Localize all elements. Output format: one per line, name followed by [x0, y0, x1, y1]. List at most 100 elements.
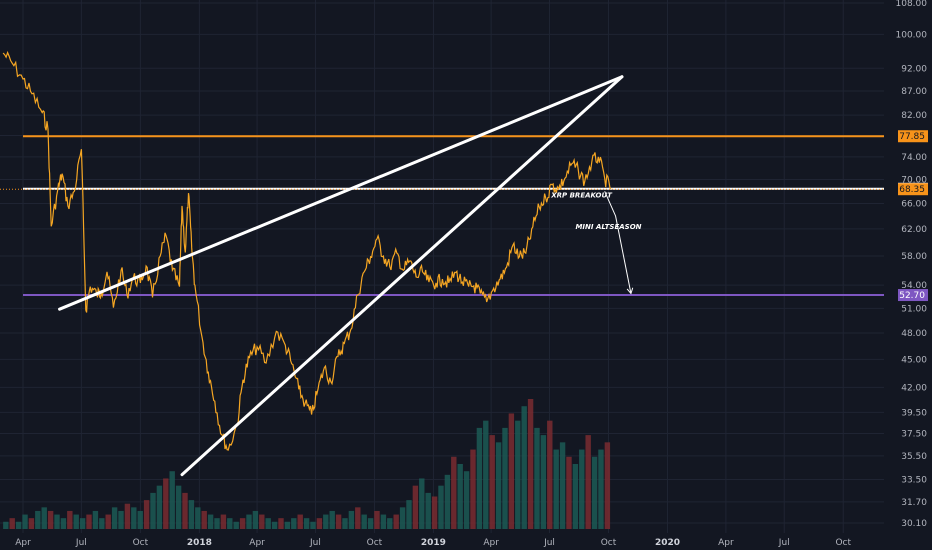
x-tick-label: Oct	[601, 538, 617, 548]
volume-bar	[143, 500, 150, 529]
volume-bar	[150, 492, 156, 529]
y-tick-label: 35.50	[901, 452, 927, 462]
volume-bar	[374, 510, 380, 529]
volume-bar	[41, 507, 47, 529]
x-tick-label: 2020	[655, 538, 680, 548]
trendline	[180, 75, 624, 477]
price-badge-orange-bg	[898, 130, 928, 143]
y-tick-label: 62.00	[901, 225, 927, 235]
y-tick-label: 42.00	[901, 383, 927, 393]
volume-bar	[9, 518, 15, 529]
arrow-head	[626, 287, 634, 295]
volume-bar	[54, 514, 60, 529]
x-tick-label: Apr	[718, 538, 734, 548]
volume-bar	[534, 427, 540, 529]
trendline	[58, 75, 624, 311]
x-tick-label: 2018	[187, 538, 212, 548]
price-badge-purple: 52.70	[899, 291, 925, 301]
volume-bar	[444, 474, 451, 529]
volume-bar	[380, 514, 387, 529]
price-badge-orange: 77.85	[899, 132, 925, 142]
volume-bar	[297, 514, 303, 529]
y-tick-label: 48.00	[901, 329, 927, 339]
volume-bar	[278, 518, 284, 529]
y-tick-label: 30.10	[901, 519, 927, 529]
x-tick-label: Jul	[75, 538, 87, 548]
volume-bar	[591, 456, 598, 529]
volume-bar	[265, 518, 271, 529]
volume-bar	[214, 518, 220, 529]
volume-bar	[252, 510, 259, 529]
volume-bar	[22, 514, 28, 529]
volume-bar	[604, 442, 611, 529]
volume-bar	[406, 500, 412, 529]
volume-bar	[47, 510, 54, 529]
volume-bar	[527, 399, 534, 529]
volume-bar	[470, 449, 476, 529]
y-tick-label: 87.00	[901, 87, 927, 97]
volume-bar	[291, 518, 297, 529]
volume-bar	[195, 507, 201, 529]
volume-bar	[60, 518, 67, 529]
volume-bar	[361, 514, 367, 529]
y-tick-label: 66.00	[901, 199, 927, 209]
y-tick-label: 58.00	[901, 252, 927, 262]
y-tick-label: 82.00	[901, 111, 927, 121]
x-tick-label: Apr	[249, 538, 265, 548]
volume-bar	[342, 518, 348, 529]
annotations: XRP BREAKOUT MINI ALTSEASON	[550, 191, 642, 295]
volume-bar	[111, 507, 118, 529]
volume-bar	[163, 478, 169, 529]
volume-bar	[233, 521, 239, 529]
volume-bar	[118, 510, 124, 529]
trendlines	[58, 75, 624, 477]
y-tick-label: 100.00	[896, 30, 928, 40]
x-tick-label: Jul	[778, 538, 790, 548]
volume-bar	[451, 456, 457, 529]
volume-bar	[156, 485, 163, 529]
projection-arrow	[604, 191, 632, 294]
y-tick-label: 33.50	[901, 475, 927, 485]
volume-bar	[99, 518, 105, 529]
y-tick-label: 45.00	[901, 355, 927, 365]
volume-bar	[419, 478, 425, 529]
y-tick-label: 70.00	[901, 175, 927, 185]
volume-bar	[79, 518, 86, 529]
volume-bar	[137, 510, 143, 529]
volume-bar	[92, 510, 99, 529]
volume-bar	[201, 510, 207, 529]
volume-bar	[15, 521, 22, 529]
axes: 108.00100.0092.0087.0082.0078.0074.0070.…	[15, 0, 928, 548]
volume-bar	[502, 427, 508, 529]
horizontal-lines	[0, 135, 884, 297]
volume-bar	[105, 514, 111, 529]
volume-bar	[316, 518, 323, 529]
y-tick-label: 51.00	[901, 304, 927, 314]
volume-bar	[271, 521, 278, 529]
price-badge-last: 68.35	[899, 185, 925, 195]
volume-bar	[323, 514, 329, 529]
volume-bar	[131, 507, 137, 529]
volume-bar	[220, 514, 227, 529]
volume-bar	[367, 518, 374, 529]
y-tick-label: 39.50	[901, 408, 927, 418]
volume-bar	[175, 485, 182, 529]
volume-bar	[495, 442, 502, 529]
volume-bar	[284, 521, 291, 529]
volume-bar	[124, 503, 131, 529]
volume-bar	[355, 507, 361, 529]
price-badge-last-bg	[898, 183, 928, 196]
volume-bar	[393, 514, 399, 529]
volume-bar	[566, 456, 572, 529]
volume-bar	[521, 406, 527, 529]
y-tick-label: 31.70	[901, 498, 927, 508]
volume-bar	[572, 464, 579, 529]
y-tick-label: 92.00	[901, 64, 927, 74]
volume-bar	[585, 435, 591, 529]
volume-bar	[188, 500, 195, 529]
annotation-text: XRP BREAKOUT	[550, 191, 613, 199]
y-tick-label: 54.00	[901, 281, 927, 291]
volume-bar	[28, 518, 35, 529]
